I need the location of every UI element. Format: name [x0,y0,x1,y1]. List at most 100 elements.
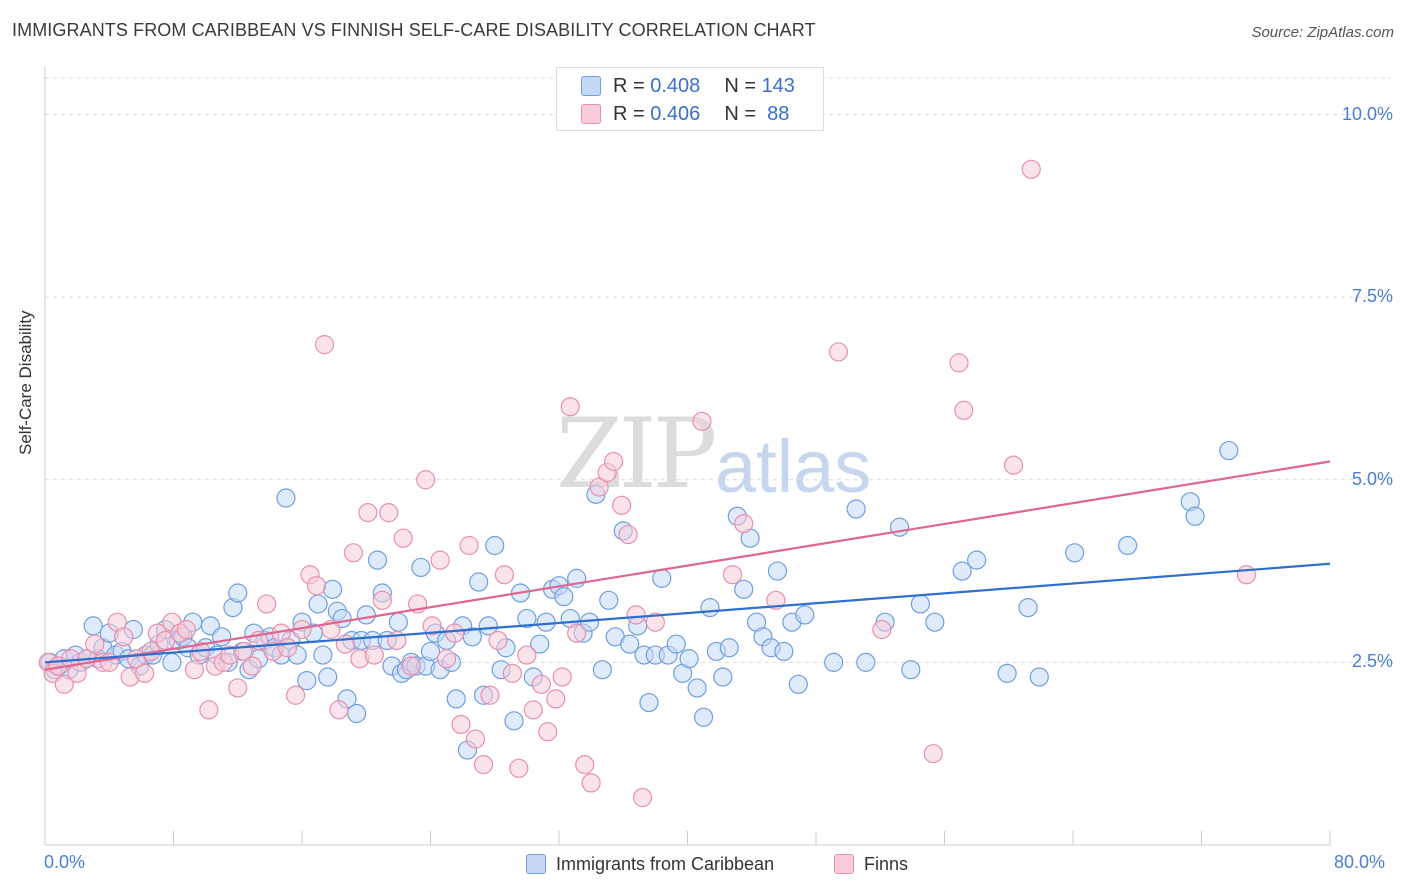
caribbean-point [889,517,910,537]
y-tick-label: 5.0% [1351,468,1393,489]
finns-point [379,503,399,523]
caribbean-point [1065,543,1085,563]
finns-point [314,335,335,355]
finns-point [517,645,537,665]
finns-point [567,623,587,643]
caribbean-point [639,692,659,713]
n-label: N = [724,74,762,97]
caribbean-point [388,612,408,632]
legend-swatch-pink [834,854,854,874]
caribbean-point [228,583,248,603]
caribbean-point [967,550,987,570]
finns-point [465,729,486,749]
finns-point [199,700,219,720]
caribbean-point [322,579,343,599]
finns-point [277,638,298,658]
caribbean-point [1118,535,1138,556]
source-label: Source: ZipAtlas.com [1251,24,1394,41]
finns-point [1021,159,1041,179]
r-label: R = [613,74,651,97]
finns-point [494,565,514,585]
caribbean-trend-line [44,562,1331,664]
caribbean-point [1219,440,1239,461]
finns-point [538,722,558,742]
caribbean-point [411,557,431,578]
caribbean-point [925,612,945,632]
caribbean-point [856,652,876,672]
watermark-zip: ZIP [556,398,717,510]
finns-point [872,619,892,640]
axes [44,66,1331,846]
legend-swatch-blue [581,76,601,96]
caribbean-point [1185,506,1205,526]
finns-point [85,634,105,654]
finns-point [430,550,450,570]
finns-point [645,612,665,632]
finns-point [632,787,653,808]
finns-point [722,565,743,585]
y-tick-label: 10.0% [1341,103,1393,124]
caribbean-point [297,671,317,691]
x-tick-label-min: 0.0% [44,852,86,872]
legend-item-caribbean[interactable]: Immigrants from Caribbean [526,851,774,877]
caribbean-point [687,678,707,698]
finns-point [459,535,479,556]
caribbean-point [997,663,1017,683]
caribbean-point [719,638,739,658]
r-value: 0.406 [650,102,701,125]
caribbean-point [469,572,489,592]
finns-point [228,678,248,698]
finns-point [828,342,849,362]
caribbean-point [693,707,714,727]
finns-point [393,528,413,548]
finns-point [306,576,327,596]
finns-point [502,663,523,683]
finns-point [134,663,155,683]
caribbean-point [652,568,672,588]
y-tick-label: 2.5% [1351,651,1393,672]
finns-point [692,411,712,431]
finns-point [436,649,457,669]
finns-point [552,667,572,687]
caribbean-point [679,649,699,669]
finns-point [546,689,566,709]
caribbean-point [666,634,686,654]
finns-trend-line [44,460,1331,671]
caribbean-point [713,667,733,687]
finns-point [589,477,609,497]
finns-point [184,660,204,680]
series-caribbean-points [40,440,1239,760]
caribbean-point [774,641,794,662]
caribbean-point [734,579,754,599]
caribbean-point [592,660,612,680]
n-value: 143 [761,74,795,97]
r-value: 0.408 [650,74,701,97]
caribbean-point [700,597,720,618]
caribbean-point [620,634,640,654]
legend-swatch-blue [526,854,546,874]
finns-point [257,594,277,614]
caribbean-point [504,711,524,731]
n-label: N = [724,102,762,125]
caribbean-point [446,689,466,709]
finns-point [451,714,471,735]
finns-point [509,758,529,778]
caribbean-point [536,612,556,632]
finns-point [954,400,974,420]
finns-point [416,470,436,490]
caribbean-point [420,641,441,662]
legend-item-finns[interactable]: Finns [834,851,908,877]
finns-point [372,590,392,610]
caribbean-point [83,616,103,636]
r-label: R = [613,102,651,125]
legend-label-caribbean: Immigrants from Caribbean [556,853,775,874]
caribbean-point [788,674,808,694]
finns-point [343,543,363,563]
caribbean-point [846,499,866,519]
caribbean-point [318,667,338,687]
finns-point [612,495,632,515]
caribbean-point [162,652,182,672]
finns-point [734,513,754,534]
stats-legend-row-caribbean: R = 0.408 N = 143 [581,74,795,98]
finns-point [444,623,465,643]
